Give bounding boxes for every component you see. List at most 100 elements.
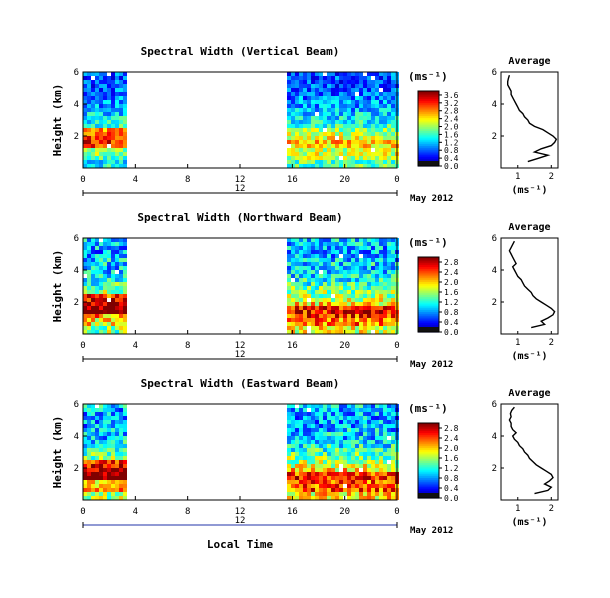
- colorbar-tick-label: 1.2: [444, 298, 459, 307]
- colorbar-tick-label: 2.0: [444, 444, 459, 453]
- colorbar-segment: [418, 296, 439, 299]
- colorbar-segment: [418, 143, 439, 146]
- colorbar-segment: [418, 262, 439, 266]
- date-label: May 2012: [410, 360, 453, 370]
- colorbar-tick-label: 3.2: [444, 99, 459, 108]
- colorbar-segment: [418, 109, 439, 113]
- x-tick-label: 12: [235, 507, 246, 517]
- y-axis-label: Height (km): [51, 250, 64, 323]
- x-tick-label: 0: [394, 341, 399, 351]
- colorbar-segment: [418, 468, 439, 471]
- x-tick-label: 8: [185, 341, 190, 351]
- colorbar-segment: [418, 464, 439, 467]
- y-axis-label: Height (km): [51, 416, 64, 489]
- colorbar-segment: [418, 436, 439, 439]
- x-tick-label: 8: [185, 175, 190, 185]
- colorbar-segment: [418, 302, 439, 305]
- y-tick-label: 2: [74, 298, 79, 308]
- colorbar-segment: [418, 303, 439, 307]
- x-tick-label: 4: [133, 341, 138, 351]
- average-frame: [500, 403, 559, 501]
- average-x-tick-label: 2: [549, 172, 554, 182]
- colorbar-segment: [418, 149, 439, 152]
- colorbar-tick-label: 2.0: [444, 123, 459, 132]
- colorbar-tick-label: 1.6: [444, 454, 459, 463]
- colorbar-segment: [418, 126, 439, 130]
- colorbar-segment: [418, 128, 439, 131]
- colorbar-segment: [418, 107, 439, 111]
- colorbar-segment: [418, 130, 439, 133]
- x-tick-label: 0: [80, 175, 85, 185]
- colorbar-segment: [418, 281, 439, 284]
- colorbar-segment: [418, 287, 439, 290]
- colorbar-segment: [418, 288, 439, 292]
- colorbar-segment: [418, 460, 439, 463]
- colorbar-segment: [418, 307, 439, 311]
- x-tick-label: 0: [394, 175, 399, 185]
- colorbar-tick-label: 1.6: [444, 130, 459, 139]
- average-y-tick-label: 4: [492, 100, 497, 110]
- colorbar-segment: [418, 102, 439, 105]
- panel-title: Spectral Width (Vertical Beam): [141, 45, 340, 58]
- average-y-tick-label: 2: [492, 298, 497, 308]
- y-tick-label: 4: [74, 266, 79, 276]
- colorbar-frame: [417, 90, 440, 167]
- x-tick-label: 0: [80, 507, 85, 517]
- colorbar-tick-label: 2.4: [444, 268, 459, 277]
- colorbar-segment: [418, 257, 439, 260]
- colorbar-segment: [418, 447, 439, 450]
- colorbar-tick-label: 2.4: [444, 115, 459, 124]
- colorbar-segment: [418, 156, 439, 160]
- day-label: 12: [235, 350, 246, 360]
- colorbar-segment: [418, 260, 439, 264]
- colorbar-segment: [418, 113, 439, 116]
- colorbar-segment: [418, 285, 439, 288]
- colorbar-segment: [418, 471, 439, 475]
- colorbar-unit: (ms⁻¹): [408, 70, 448, 83]
- colorbar-segment: [418, 317, 439, 320]
- colorbar-tick-label: 0.4: [444, 318, 459, 327]
- colorbar-segment: [418, 318, 439, 322]
- colorbar-segment: [418, 453, 439, 456]
- colorbar-segment: [418, 139, 439, 143]
- y-tick-label: 6: [74, 68, 79, 78]
- colorbar-segment: [418, 279, 439, 282]
- colorbar-segment: [418, 277, 439, 281]
- x-tick-label: 20: [339, 341, 350, 351]
- day-label: 12: [235, 516, 246, 526]
- average-y-tick-label: 2: [492, 464, 497, 474]
- colorbar-segment: [418, 290, 439, 294]
- heatmap-cells: [83, 72, 399, 168]
- colorbar-segment: [418, 145, 439, 148]
- average-profile-line: [508, 240, 556, 329]
- colorbar-segment: [418, 124, 439, 128]
- day-label: 12: [235, 184, 246, 194]
- colorbar-segment: [418, 473, 439, 477]
- colorbar-segment: [418, 258, 439, 262]
- colorbar-segment: [418, 486, 439, 490]
- colorbar-segment: [418, 305, 439, 309]
- panel-0: Spectral Width (Vertical Beam) 2 4 6 Height …: [51, 45, 559, 204]
- colorbar-segment: [418, 96, 439, 100]
- average-y-tick-label: 6: [492, 400, 497, 410]
- colorbar-segment: [418, 137, 439, 141]
- y-tick-label: 6: [74, 234, 79, 244]
- colorbar-low-band: [418, 161, 439, 166]
- colorbar-segment: [418, 122, 439, 126]
- colorbar-tick-label: 2.8: [444, 424, 459, 433]
- x-tick-label: 20: [339, 507, 350, 517]
- x-tick-label: 4: [133, 175, 138, 185]
- colorbar-segment: [418, 466, 439, 469]
- colorbar-segment: [418, 94, 439, 98]
- colorbar-segment: [418, 264, 439, 267]
- date-label: May 2012: [410, 194, 453, 204]
- colorbar-segment: [418, 158, 439, 161]
- colorbar-segment: [418, 469, 439, 473]
- colorbar-segment: [418, 141, 439, 145]
- colorbar-segment: [418, 483, 439, 486]
- x-tick-label: 16: [287, 175, 298, 185]
- colorbar-segment: [418, 136, 439, 139]
- y-tick-label: 4: [74, 100, 79, 110]
- colorbar-segment: [418, 423, 439, 426]
